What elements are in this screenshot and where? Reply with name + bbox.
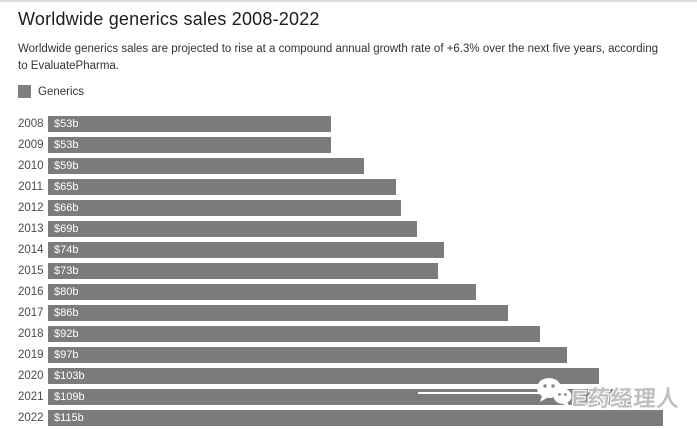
chart-row: 2017 $86b [18,305,679,321]
chart-row: 2011 $65b [18,179,679,195]
chart-subtitle: Worldwide generics sales are projected t… [18,43,658,72]
bar-2014: $74b [48,242,444,258]
bar-2008: $53b [48,116,332,132]
chart-row: 2018 $92b [18,326,679,342]
bar-2012: $66b [48,200,401,216]
bar-2009: $53b [48,137,332,153]
year-label: 2016 [18,286,44,298]
chart-row: 2020 $103b [18,368,679,384]
year-label: 2008 [18,118,44,130]
bar-value-label: $109b [54,391,85,403]
bar-track: $65b [48,179,679,195]
bar-2022: $115b [48,410,663,426]
bar-value-label: $74b [54,244,79,256]
bar-value-label: $86b [54,307,79,319]
bar-2013: $69b [48,221,417,237]
year-label: 2010 [18,160,44,172]
bar-track: $97b [48,347,679,363]
bar-track: $115b [48,410,679,426]
bar-track: $80b [48,284,679,300]
chart-row: 2015 $73b [18,263,679,279]
year-label: 2019 [18,349,44,361]
year-label: 2014 [18,244,44,256]
chart-row: 2009 $53b [18,137,679,153]
bar-track: $74b [48,242,679,258]
bar-track: $73b [48,263,679,279]
bar-value-label: $66b [54,202,79,214]
bar-track: $69b [48,221,679,237]
chart-row: 2022 $115b [18,410,679,426]
year-label: 2011 [18,181,43,193]
year-label: 2015 [18,265,44,277]
bar-2010: $59b [48,158,364,174]
bar-2020: $103b [48,368,599,384]
chart-row: 2019 $97b [18,347,679,363]
chart-row: 2013 $69b [18,221,679,237]
bar-value-label: $53b [54,139,79,151]
bar-chart: 2008 $53b 2009 $53b 2010 $59b 2011 $65b 2012 $66b… [18,116,679,426]
bar-value-label: $65b [54,181,79,193]
bar-value-label: $80b [54,286,79,298]
bar-2016: $80b [48,284,476,300]
legend-label: Generics [38,85,85,98]
bar-value-label: $97b [54,349,79,361]
chart-row: 2014 $74b [18,242,679,258]
chart-row: 2012 $66b [18,200,679,216]
year-label: 2020 [18,370,44,382]
bar-track: $103b [48,368,679,384]
bar-value-label: $92b [54,328,79,340]
year-label: 2009 [18,139,44,151]
bar-2018: $92b [48,326,540,342]
bar-track: $109b [48,389,679,405]
chart-row: 2008 $53b [18,116,679,132]
year-label: 2022 [18,412,44,424]
chart-title: Worldwide generics sales 2008-2022 [18,9,320,29]
chart-row: 2010 $59b [18,158,679,174]
bar-track: $53b [48,137,679,153]
generics-sales-chart-page: Worldwide generics sales 2008-2022 World… [0,8,697,426]
bar-track: $92b [48,326,679,342]
year-label: 2012 [18,202,44,214]
bar-track: $59b [48,158,679,174]
bar-track: $53b [48,116,679,132]
bar-2011: $65b [48,179,396,195]
bar-value-label: $53b [54,118,79,130]
year-label: 2018 [18,328,44,340]
legend-swatch-generics [18,85,31,98]
chart-row: 2016 $80b [18,284,679,300]
bar-value-label: $69b [54,223,79,235]
bar-2017: $86b [48,305,508,321]
year-label: 2021 [18,391,44,403]
bar-value-label: $115b [54,412,84,424]
bar-value-label: $59b [54,160,79,172]
bar-track: $66b [48,200,679,216]
bar-2019: $97b [48,347,567,363]
bar-value-label: $103b [54,370,85,382]
bar-track: $86b [48,305,679,321]
chart-row: 2021 $109b [18,389,679,405]
year-label: 2017 [18,307,44,319]
bar-value-label: $73b [54,265,79,277]
chart-legend: Generics [18,85,679,98]
bar-2015: $73b [48,263,439,279]
bar-2021: $109b [48,389,631,405]
year-label: 2013 [18,223,44,235]
